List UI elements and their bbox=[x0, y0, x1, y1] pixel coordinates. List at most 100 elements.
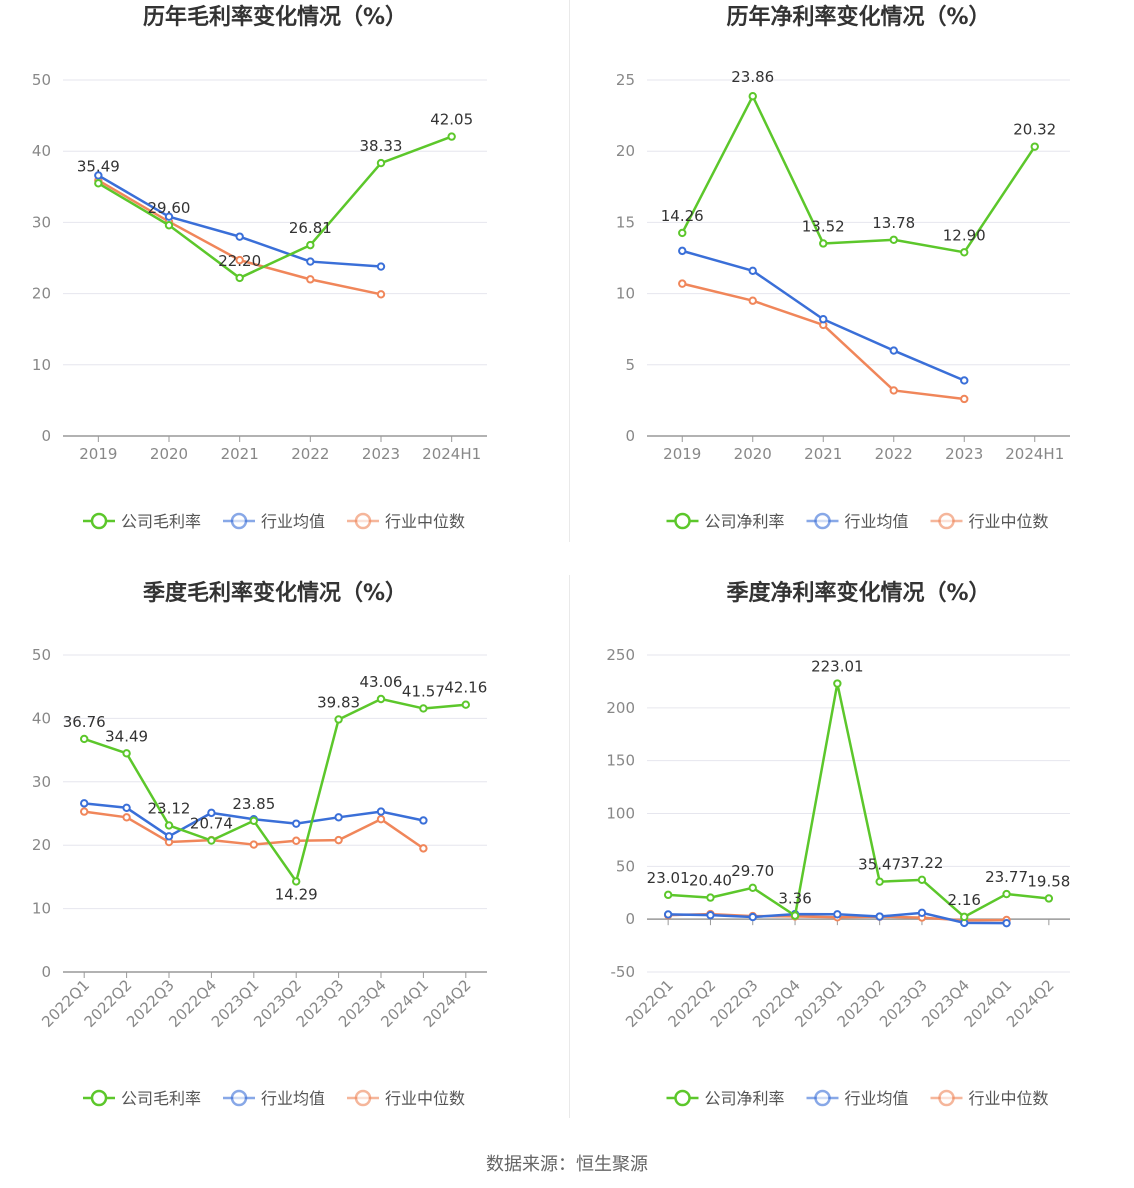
data-point-company bbox=[207, 836, 216, 845]
series-line-median bbox=[681, 282, 965, 401]
series-line-company bbox=[668, 682, 1049, 919]
data-point-avg bbox=[235, 232, 244, 241]
data-point-avg bbox=[376, 807, 386, 816]
y-tick-label: 200 bbox=[606, 699, 635, 717]
series-line-company bbox=[97, 135, 453, 280]
legend-item-median[interactable]: 行业中位数 bbox=[347, 1089, 465, 1108]
legend-label: 行业中位数 bbox=[385, 1089, 465, 1108]
legend-swatch-marker bbox=[90, 512, 108, 530]
data-label: 35.47 bbox=[858, 856, 901, 874]
legend-swatch-marker bbox=[674, 512, 691, 530]
legend-swatch-marker bbox=[674, 1089, 691, 1107]
y-tick-label: 100 bbox=[606, 805, 635, 823]
data-label: 29.60 bbox=[148, 199, 191, 217]
y-tick-label: 0 bbox=[41, 963, 51, 981]
chart-title: 历年毛利率变化情况（%） bbox=[143, 4, 407, 30]
data-point-company bbox=[122, 749, 131, 758]
legend-item-avg[interactable]: 行业均值 bbox=[806, 1089, 909, 1108]
data-label: 3.36 bbox=[778, 890, 811, 908]
chart-annual-net-margin: 历年净利率变化情况（%） 0 5 10 15 20 25 2019 2020 2021 2022 20… bbox=[616, 4, 1070, 531]
legend-swatch-marker bbox=[230, 1089, 248, 1107]
y-tick-label: -50 bbox=[611, 963, 636, 981]
legend-item-company[interactable]: 公司净利率 bbox=[666, 512, 785, 531]
data-point-avg bbox=[1002, 918, 1011, 928]
data-label: 35.49 bbox=[77, 157, 120, 175]
x-tick-label: 2024H1 bbox=[422, 445, 481, 463]
data-point-avg bbox=[663, 910, 673, 919]
data-point-company bbox=[249, 816, 259, 825]
legend-item-avg[interactable]: 行业均值 bbox=[223, 512, 325, 531]
chart-panel-quarterly-gross: 季度毛利率变化情况（%） 0 10 20 30 40 50 2022Q1 2022Q2 2022Q… bbox=[0, 573, 567, 1143]
data-point-company bbox=[447, 132, 456, 141]
data-point-avg bbox=[889, 346, 898, 355]
data-point-company bbox=[875, 877, 884, 886]
data-point-median bbox=[678, 279, 687, 288]
data-point-median bbox=[889, 386, 898, 395]
legend-item-company[interactable]: 公司毛利率 bbox=[83, 512, 201, 531]
chart-quarterly-gross-margin: 季度毛利率变化情况（%）010203040502022Q12022Q22022Q… bbox=[32, 580, 487, 1108]
data-label: 14.26 bbox=[661, 207, 704, 225]
data-point-avg bbox=[334, 813, 343, 822]
data-label: 42.05 bbox=[430, 111, 473, 129]
legend-item-company[interactable]: 公司毛利率 bbox=[83, 1089, 201, 1108]
chart-title: 历年净利率变化情况（%） bbox=[726, 4, 990, 30]
y-tick-label: 10 bbox=[32, 356, 51, 374]
data-label: 14.29 bbox=[275, 885, 318, 903]
y-tick-label: 150 bbox=[606, 752, 635, 770]
data-point-avg bbox=[122, 803, 131, 812]
y-tick-label: 40 bbox=[32, 709, 51, 727]
data-label: 29.70 bbox=[731, 862, 774, 880]
data-label: 13.52 bbox=[802, 217, 845, 235]
data-point-company bbox=[306, 240, 315, 250]
legend-item-company[interactable]: 公司净利率 bbox=[666, 1089, 785, 1108]
data-point-company bbox=[376, 158, 386, 168]
legend-item-median[interactable]: 行业中位数 bbox=[930, 1089, 1049, 1108]
data-point-company bbox=[748, 92, 757, 101]
data-point-company bbox=[164, 221, 174, 230]
data-point-median bbox=[334, 835, 343, 845]
chart-annual-gross-margin: 历年毛利率变化情况（%） 0 10 20 30 40 50 2019 2020 2021 2022 2… bbox=[32, 4, 487, 531]
data-point-median bbox=[249, 840, 259, 849]
legend-label: 公司毛利率 bbox=[121, 1089, 201, 1108]
data-point-avg bbox=[678, 246, 687, 256]
data-label: 22.20 bbox=[218, 252, 261, 270]
data-point-company bbox=[1030, 142, 1039, 151]
y-tick-label: 10 bbox=[616, 285, 635, 303]
data-point-company bbox=[960, 248, 969, 257]
data-label: 23.86 bbox=[731, 68, 774, 86]
data-point-avg bbox=[706, 910, 715, 920]
legend-item-avg[interactable]: 行业均值 bbox=[806, 512, 909, 531]
data-point-median bbox=[960, 394, 969, 404]
data-label: 42.16 bbox=[444, 679, 487, 697]
x-tick-label: 2024Q2 bbox=[420, 976, 475, 1031]
y-tick-label: 0 bbox=[41, 427, 51, 445]
data-label: 19.58 bbox=[1027, 872, 1070, 890]
y-tick-label: 50 bbox=[32, 646, 51, 664]
data-point-avg bbox=[292, 819, 301, 828]
legend-item-median[interactable]: 行业中位数 bbox=[347, 512, 465, 531]
series-line-company bbox=[83, 697, 466, 883]
legend-swatch-marker bbox=[938, 512, 955, 530]
data-point-company bbox=[706, 893, 715, 902]
data-label: 26.81 bbox=[289, 219, 332, 237]
data-point-company bbox=[663, 890, 673, 900]
data-label: 23.85 bbox=[232, 795, 275, 813]
data-point-company bbox=[917, 875, 927, 885]
data-point-avg bbox=[875, 912, 884, 921]
data-label: 23.12 bbox=[148, 799, 191, 817]
legend-swatch-marker bbox=[814, 512, 831, 530]
data-label: 20.74 bbox=[190, 815, 233, 833]
legend-item-median[interactable]: 行业中位数 bbox=[930, 512, 1049, 531]
y-tick-label: 20 bbox=[32, 836, 51, 854]
legend-item-avg[interactable]: 行业均值 bbox=[223, 1089, 325, 1108]
data-point-company bbox=[1044, 894, 1054, 903]
vertical-divider-bottom bbox=[569, 575, 570, 1118]
data-label: 38.33 bbox=[360, 137, 403, 155]
legend-label: 行业均值 bbox=[261, 1089, 325, 1108]
data-point-median bbox=[376, 290, 386, 299]
data-point-avg bbox=[748, 266, 757, 276]
data-point-median bbox=[292, 836, 301, 845]
data-label: 37.22 bbox=[900, 854, 943, 872]
data-point-avg bbox=[306, 257, 315, 266]
legend-label: 公司毛利率 bbox=[121, 512, 201, 531]
